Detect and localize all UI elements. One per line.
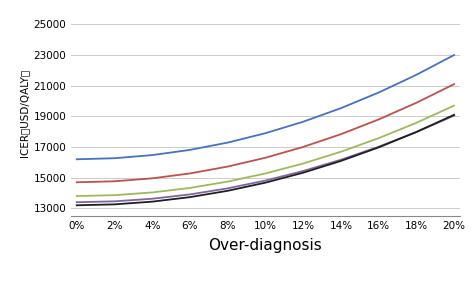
X-axis label: Over-diagnosis: Over-diagnosis (209, 238, 322, 253)
55 (451, 114, 457, 117)
45 (112, 179, 118, 183)
45 (376, 118, 382, 121)
55 (187, 193, 193, 196)
45 (301, 145, 306, 149)
60 (112, 202, 118, 206)
45 (451, 82, 457, 86)
60 (149, 200, 155, 203)
55 (413, 130, 419, 134)
50 (413, 121, 419, 124)
60 (451, 113, 457, 117)
50 (225, 180, 230, 183)
50 (112, 194, 118, 197)
55 (301, 169, 306, 173)
45 (263, 156, 268, 160)
Line: 50: 50 (77, 106, 454, 196)
Line: 40: 40 (77, 55, 454, 159)
40 (74, 158, 80, 161)
Y-axis label: ICER（USD/QALY）: ICER（USD/QALY） (19, 68, 29, 157)
Line: 55: 55 (77, 116, 454, 202)
50 (74, 194, 80, 198)
55 (74, 200, 80, 204)
60 (74, 203, 80, 207)
55 (149, 197, 155, 200)
55 (338, 158, 344, 161)
55 (225, 187, 230, 190)
45 (187, 172, 193, 175)
40 (263, 131, 268, 135)
40 (376, 91, 382, 94)
Line: 60: 60 (77, 115, 454, 205)
45 (413, 101, 419, 105)
60 (376, 146, 382, 149)
50 (149, 190, 155, 194)
50 (376, 136, 382, 140)
40 (112, 156, 118, 160)
45 (338, 132, 344, 136)
40 (451, 53, 457, 57)
50 (263, 172, 268, 175)
60 (187, 195, 193, 199)
60 (338, 159, 344, 163)
45 (74, 181, 80, 184)
40 (187, 148, 193, 152)
45 (149, 176, 155, 180)
60 (225, 189, 230, 193)
40 (225, 141, 230, 144)
40 (338, 106, 344, 110)
55 (376, 145, 382, 148)
50 (451, 104, 457, 107)
60 (413, 130, 419, 134)
55 (263, 179, 268, 182)
40 (149, 153, 155, 157)
60 (263, 181, 268, 184)
45 (225, 165, 230, 168)
50 (187, 186, 193, 190)
50 (338, 150, 344, 154)
60 (301, 171, 306, 175)
Line: 45: 45 (77, 84, 454, 182)
40 (301, 120, 306, 124)
50 (301, 162, 306, 165)
55 (112, 200, 118, 203)
40 (413, 73, 419, 76)
